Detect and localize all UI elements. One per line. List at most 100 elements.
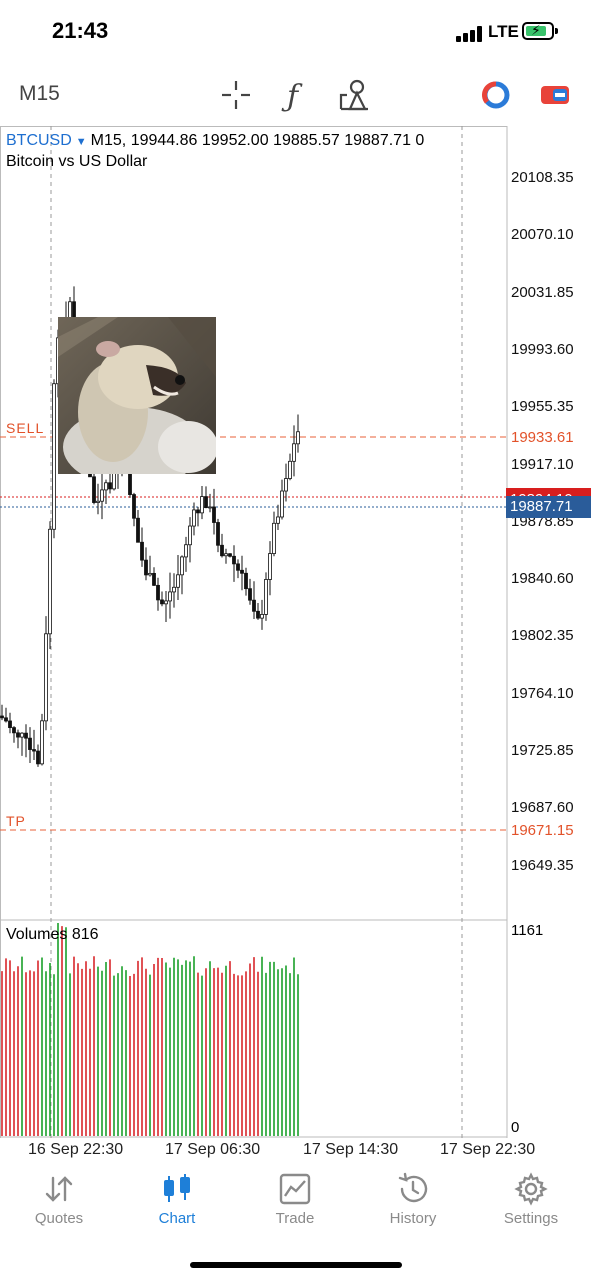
- chart-candles-icon: [164, 1174, 190, 1202]
- tab-chart[interactable]: Chart: [118, 1164, 236, 1234]
- candle-body: [16, 732, 20, 738]
- candle-body: [252, 599, 256, 612]
- candle-body: [104, 482, 108, 491]
- bid-price-box: 19887.71: [506, 496, 591, 518]
- candle-body: [52, 383, 56, 530]
- time-axis-label: 17 Sep 22:30: [440, 1141, 536, 1158]
- sell-price-label: 19933.61: [511, 429, 574, 446]
- price-chart[interactable]: BTCUSD ▼ M15, 19944.86 19952.00 19885.57 1…: [0, 126, 591, 1138]
- tab-quotes[interactable]: Quotes: [0, 1164, 118, 1234]
- candle-body: [268, 553, 272, 580]
- candle-body: [276, 516, 280, 524]
- tab-trade[interactable]: Trade: [236, 1164, 354, 1234]
- candle-body: [160, 599, 164, 605]
- tab-settings[interactable]: Settings: [472, 1164, 590, 1234]
- trade-icon: [279, 1173, 311, 1205]
- objects-icon[interactable]: [338, 78, 372, 112]
- tp-line-label: TP: [6, 813, 26, 829]
- tab-quotes-label: Quotes: [34, 1210, 84, 1227]
- candle-body: [272, 522, 276, 554]
- home-indicator: [190, 1262, 402, 1268]
- price-scale-label: 20031.85: [511, 283, 574, 301]
- sell-line-label: SELL: [6, 420, 45, 436]
- candle-body: [204, 496, 208, 509]
- symbol-name[interactable]: BTCUSD: [6, 132, 72, 149]
- candle-body: [256, 610, 260, 619]
- candle-body: [96, 500, 100, 503]
- candle-body: [176, 574, 180, 588]
- candle-body: [20, 732, 24, 738]
- price-scale-label: 19725.85: [511, 742, 574, 759]
- candle-body: [48, 528, 52, 635]
- dog-photo: [58, 317, 216, 474]
- candle-body: [68, 301, 72, 319]
- candle-body: [28, 737, 32, 750]
- chart-toolbar: M15 ƒ: [0, 70, 591, 120]
- tp-price-label: 19671.15: [511, 822, 574, 839]
- candle-body: [240, 569, 244, 574]
- signal-icon: [456, 26, 484, 42]
- tab-history[interactable]: History: [354, 1164, 472, 1234]
- candle-body: [156, 584, 160, 601]
- candle-body: [44, 633, 48, 722]
- price-scale-label: 19993.60: [511, 340, 574, 358]
- volumes-label: Volumes 816: [6, 926, 99, 943]
- svg-text:ƒ: ƒ: [281, 79, 303, 112]
- candle-body: [288, 460, 292, 479]
- time-axis-label: 17 Sep 14:30: [303, 1141, 399, 1158]
- candle-body: [0, 715, 4, 719]
- crosshair-icon[interactable]: [219, 78, 253, 112]
- gear-icon: [514, 1172, 548, 1206]
- price-scale-label: 19840.60: [511, 570, 574, 588]
- candle-body: [140, 541, 144, 561]
- candle-body: [132, 494, 136, 519]
- candle-body: [148, 572, 152, 576]
- candle-body: [188, 525, 192, 546]
- price-scale-label: 19955.35: [511, 398, 574, 416]
- candle-body: [244, 572, 248, 590]
- price-scale-label: 19687.60: [511, 799, 574, 817]
- tab-history-label: History: [389, 1210, 437, 1227]
- indicators-icon[interactable]: ƒ: [278, 78, 312, 112]
- volume-scale-top: 1161: [511, 922, 544, 939]
- tab-settings-label: Settings: [503, 1210, 559, 1227]
- toggle-icon[interactable]: [538, 78, 572, 112]
- candle-body: [8, 720, 12, 729]
- price-scale-label: 19649.35: [511, 856, 574, 874]
- candle-body: [164, 600, 168, 605]
- candle-body: [136, 517, 140, 543]
- price-scale-label: 20108.35: [511, 169, 574, 186]
- battery-icon: ⚡: [522, 22, 558, 40]
- candle-body: [24, 732, 28, 739]
- tab-chart-label: Chart: [158, 1210, 196, 1227]
- history-icon: [398, 1172, 428, 1203]
- timeframe-button[interactable]: M15: [19, 82, 60, 105]
- candle-body: [168, 591, 172, 602]
- candle-body: [232, 555, 236, 565]
- candle-body: [144, 559, 148, 576]
- tab-trade-label: Trade: [275, 1210, 315, 1227]
- candle-body: [152, 572, 156, 586]
- candle-body: [92, 476, 96, 503]
- candle-body: [40, 720, 44, 765]
- candle-body: [172, 586, 176, 593]
- candle-body: [192, 509, 196, 527]
- candle-body: [32, 749, 36, 752]
- candle-body: [236, 563, 240, 571]
- one-click-trading-icon[interactable]: [479, 78, 513, 112]
- candle-body: [216, 522, 220, 546]
- candle-body: [264, 579, 268, 615]
- candle-body: [200, 496, 204, 514]
- price-scale-label: 19802.35: [511, 627, 574, 645]
- volume-scale-bottom: 0: [511, 1119, 520, 1136]
- symbol-dropdown-icon[interactable]: ▼: [75, 136, 87, 148]
- price-scale-label: 19917.10: [511, 455, 574, 473]
- candle-body: [112, 471, 116, 490]
- chart-canvas: [0, 126, 508, 1138]
- symbol-info[interactable]: BTCUSD ▼ M15, 19944.86 19952.00 19885.57 1…: [6, 132, 424, 150]
- candle-body: [224, 553, 228, 557]
- status-bar: 21:43 LTE ⚡: [0, 0, 591, 64]
- candle-body: [100, 489, 104, 502]
- price-scale-label: 20070.10: [511, 226, 574, 244]
- ohlc-values: M15, 19944.86 19952.00 19885.57 19887.71…: [90, 132, 425, 149]
